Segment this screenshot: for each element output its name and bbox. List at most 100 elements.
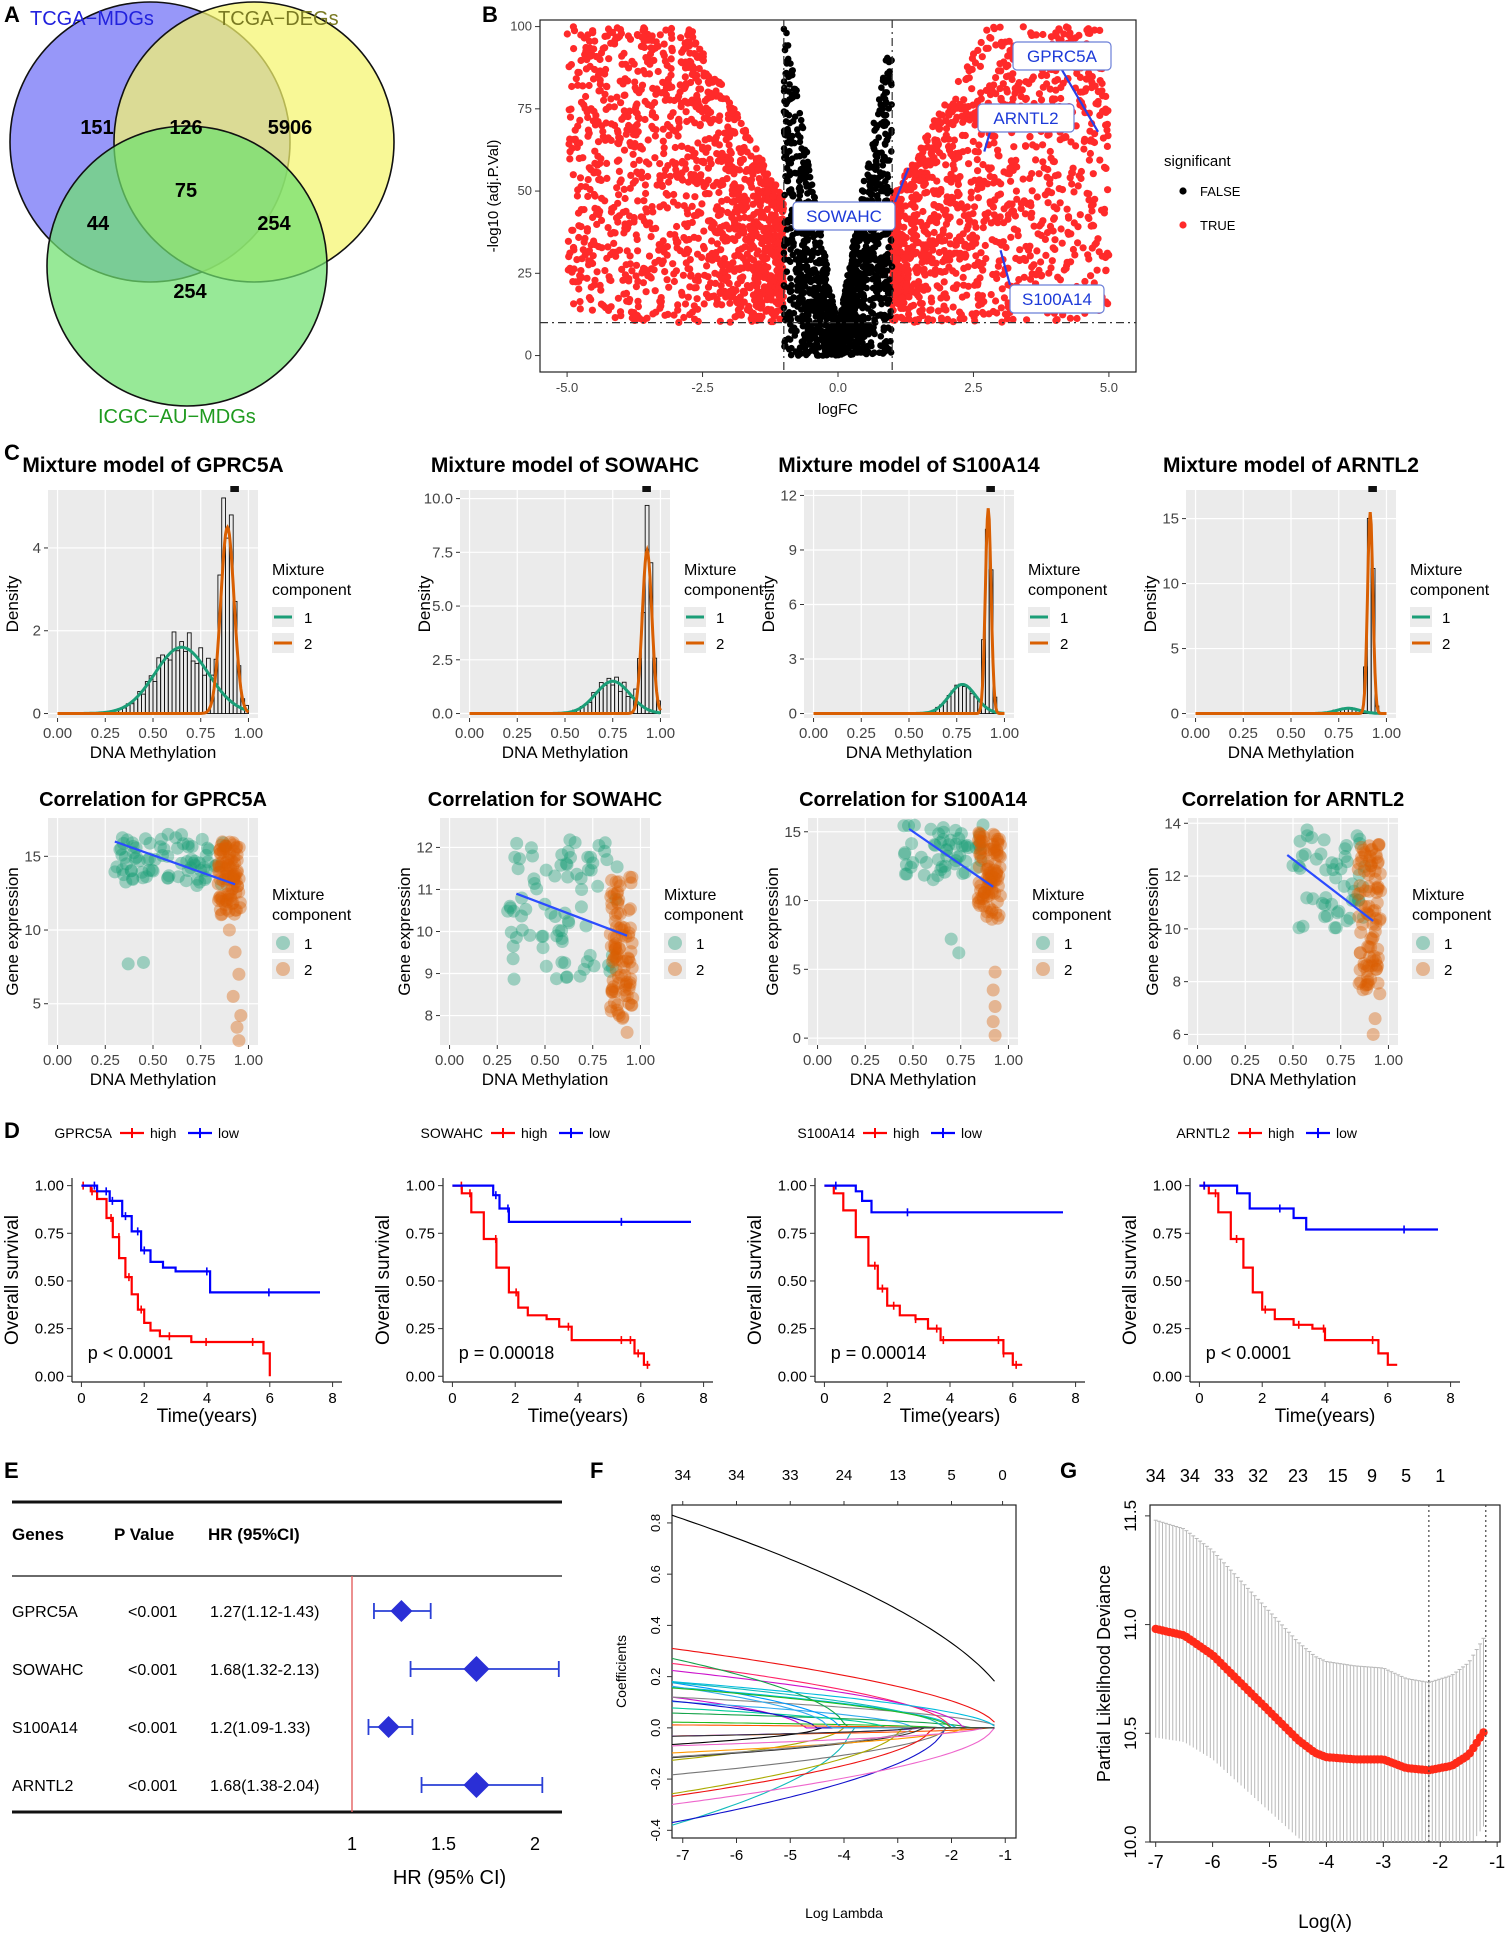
- correlation-ytick-label: 0: [793, 1030, 801, 1047]
- volcano-point-true: [778, 208, 787, 216]
- volcano-point-true: [752, 145, 760, 153]
- panel-letter-a: A: [4, 2, 20, 27]
- volcano-point-true: [1093, 266, 1101, 274]
- volcano-point-true: [601, 197, 609, 205]
- correlation-point-component-2: [972, 826, 986, 840]
- volcano-point-true: [941, 236, 949, 245]
- volcano-point-true: [733, 208, 742, 216]
- volcano-point-true: [653, 85, 661, 93]
- volcano-point-false: [846, 274, 853, 282]
- volcano-point-true: [651, 259, 659, 267]
- volcano-point-true: [754, 220, 762, 229]
- volcano-point-true: [569, 171, 577, 179]
- volcano-point-true: [724, 115, 733, 123]
- volcano-point-true: [956, 218, 964, 226]
- volcano-point-true: [1049, 157, 1057, 166]
- correlation-xtick-label: 0.00: [803, 1052, 832, 1069]
- volcano-point-true: [698, 200, 706, 208]
- volcano-point-true: [584, 113, 592, 122]
- volcano-point-true: [1098, 79, 1106, 88]
- volcano-point-false: [870, 119, 878, 127]
- volcano-point-true: [694, 305, 702, 313]
- volcano-annotation-label: S100A14: [1022, 290, 1092, 309]
- volcano-point-true: [579, 82, 587, 90]
- volcano-point-true: [942, 161, 950, 169]
- volcano-point-true: [661, 57, 670, 65]
- volcano-point-true: [621, 91, 629, 99]
- correlation-point-component-2: [222, 859, 236, 873]
- volcano-legend-swatch: [1179, 221, 1187, 229]
- volcano-point-true: [575, 233, 583, 242]
- volcano-point-true: [630, 160, 638, 168]
- venn-set-label: TCGA−DEGs: [218, 8, 339, 30]
- volcano-point-true: [582, 65, 591, 73]
- volcano-point-true: [1046, 180, 1054, 188]
- volcano-point-false: [798, 145, 805, 152]
- volcano-point-true: [1007, 177, 1015, 185]
- volcano-point-false: [853, 313, 861, 321]
- mixture-xtick-label: 0.75: [186, 725, 215, 742]
- volcano-point-true: [717, 281, 725, 290]
- mixture-xtick-label: 1.00: [1372, 725, 1401, 742]
- volcano-point-true: [989, 179, 998, 187]
- correlation-point-component-1: [563, 833, 577, 847]
- mixture-xtick-label: 0.25: [847, 725, 876, 742]
- volcano-point-true: [761, 224, 770, 233]
- venn-count-deg-icgc: 254: [257, 213, 291, 235]
- volcano-point-false: [794, 126, 801, 133]
- volcano-point-true: [652, 224, 660, 232]
- volcano-point-true: [733, 190, 741, 198]
- volcano-point-false: [860, 177, 868, 185]
- volcano-point-true: [676, 88, 684, 96]
- mixture-legend-title: component: [684, 582, 764, 599]
- volcano-point-true: [1062, 133, 1070, 141]
- venn-count-mdg-only: 151: [80, 117, 113, 139]
- volcano-point-true: [976, 274, 984, 282]
- volcano-point-true: [596, 86, 604, 94]
- volcano-point-false: [800, 315, 808, 323]
- volcano-point-true: [568, 82, 576, 91]
- volcano-point-true: [721, 261, 730, 269]
- correlation-point-component-1: [583, 948, 597, 962]
- volcano-point-true: [666, 172, 674, 180]
- volcano-point-true: [596, 281, 604, 289]
- volcano-point-true: [1026, 133, 1034, 141]
- volcano-point-true: [664, 120, 672, 129]
- volcano-point-true: [989, 307, 997, 316]
- volcano-point-true: [670, 311, 678, 319]
- volcano-point-true: [668, 47, 676, 55]
- volcano-point-false: [799, 124, 807, 132]
- volcano-point-false: [791, 332, 799, 339]
- volcano-point-false: [832, 352, 840, 359]
- mixture-ytick-label: 4: [33, 540, 41, 557]
- volcano-point-true: [965, 216, 974, 224]
- volcano-point-false: [787, 258, 794, 266]
- volcano-point-true: [670, 277, 679, 286]
- mixture-histogram-cap: [642, 486, 651, 492]
- volcano-point-true: [596, 80, 604, 88]
- volcano-point-true: [1082, 75, 1091, 83]
- volcano-point-true: [1080, 145, 1088, 153]
- volcano-point-true: [942, 117, 950, 125]
- mixture-legend-label: 1: [304, 610, 312, 627]
- volcano-point-true: [776, 315, 784, 323]
- volcano-point-true: [1067, 258, 1075, 266]
- volcano-point-true: [1094, 97, 1102, 106]
- correlation-point-component-1: [117, 868, 131, 882]
- volcano-point-true: [987, 164, 995, 172]
- correlation-xtick-label: 0.25: [91, 1052, 120, 1069]
- volcano-point-true: [981, 241, 989, 250]
- volcano-point-true: [1051, 245, 1059, 253]
- volcano-point-true: [598, 244, 606, 252]
- correlation-legend-swatch: [668, 936, 682, 950]
- volcano-point-true: [631, 84, 639, 92]
- volcano-point-true: [701, 190, 710, 198]
- volcano-point-true: [950, 165, 958, 173]
- volcano-point-false: [869, 244, 877, 252]
- volcano-point-true: [659, 137, 667, 145]
- volcano-point-true: [1039, 30, 1047, 39]
- volcano-point-true: [576, 305, 584, 313]
- volcano-point-true: [648, 122, 656, 130]
- volcano-point-true: [620, 49, 628, 58]
